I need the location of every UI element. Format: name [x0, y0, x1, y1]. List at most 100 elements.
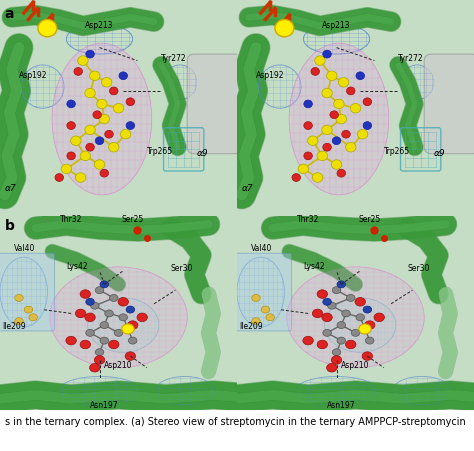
Circle shape — [337, 281, 346, 288]
Text: Trp265: Trp265 — [384, 147, 410, 156]
Circle shape — [322, 88, 332, 98]
Circle shape — [332, 287, 341, 294]
Circle shape — [95, 349, 104, 356]
Circle shape — [74, 68, 82, 75]
Text: Ser25: Ser25 — [122, 215, 144, 224]
Circle shape — [322, 313, 332, 322]
Circle shape — [90, 364, 100, 372]
Ellipse shape — [88, 298, 159, 352]
Circle shape — [128, 321, 138, 329]
Ellipse shape — [325, 298, 396, 352]
Circle shape — [113, 103, 124, 113]
FancyBboxPatch shape — [0, 253, 55, 331]
Text: Ile209: Ile209 — [239, 322, 263, 331]
Circle shape — [315, 56, 325, 65]
Circle shape — [303, 336, 313, 345]
Ellipse shape — [289, 43, 389, 195]
Circle shape — [71, 136, 81, 146]
Text: Asp192: Asp192 — [19, 71, 47, 80]
Circle shape — [356, 314, 365, 321]
Circle shape — [15, 318, 23, 325]
Text: Asp213: Asp213 — [322, 21, 351, 30]
Circle shape — [362, 352, 373, 360]
Circle shape — [337, 337, 346, 344]
Circle shape — [119, 72, 128, 80]
Text: Thr32: Thr32 — [60, 215, 82, 224]
Circle shape — [75, 309, 86, 318]
Circle shape — [137, 313, 147, 322]
Circle shape — [118, 298, 128, 306]
Circle shape — [304, 122, 312, 129]
Circle shape — [252, 295, 260, 301]
Circle shape — [317, 290, 328, 298]
Text: Tyr272: Tyr272 — [161, 54, 187, 63]
Circle shape — [328, 302, 336, 309]
Circle shape — [100, 337, 109, 344]
Circle shape — [114, 329, 123, 336]
Circle shape — [90, 71, 100, 81]
Text: Ile209: Ile209 — [2, 322, 26, 331]
Circle shape — [100, 281, 109, 288]
Circle shape — [327, 71, 337, 81]
Circle shape — [334, 99, 344, 109]
Circle shape — [323, 329, 331, 336]
Circle shape — [38, 19, 57, 37]
Circle shape — [66, 336, 76, 345]
Circle shape — [61, 164, 72, 174]
Text: Ser25: Ser25 — [359, 215, 381, 224]
Circle shape — [67, 122, 75, 129]
Circle shape — [363, 122, 372, 129]
Circle shape — [122, 324, 134, 334]
Text: Thr32: Thr32 — [297, 215, 319, 224]
Text: α7: α7 — [242, 184, 254, 193]
Circle shape — [91, 302, 99, 309]
Text: Asp210: Asp210 — [341, 361, 370, 370]
Circle shape — [86, 298, 94, 305]
Circle shape — [266, 314, 274, 321]
Circle shape — [93, 111, 101, 119]
Circle shape — [75, 173, 86, 182]
FancyBboxPatch shape — [187, 54, 242, 154]
Circle shape — [336, 114, 346, 124]
Circle shape — [337, 322, 346, 329]
Circle shape — [304, 100, 312, 108]
Circle shape — [109, 143, 119, 152]
Text: s in the ternary complex. (a) Stereo view of streptomycin in the ternary AMPPCP-: s in the ternary complex. (a) Stereo vie… — [5, 417, 465, 427]
Text: Asn197: Asn197 — [90, 401, 118, 410]
Circle shape — [365, 321, 375, 329]
Circle shape — [346, 87, 355, 95]
Circle shape — [95, 287, 104, 294]
Circle shape — [351, 329, 360, 336]
Circle shape — [331, 160, 342, 169]
Circle shape — [337, 169, 346, 177]
Circle shape — [357, 129, 368, 139]
Circle shape — [312, 309, 323, 318]
Circle shape — [261, 306, 270, 313]
FancyBboxPatch shape — [235, 253, 292, 331]
Circle shape — [86, 329, 94, 336]
FancyBboxPatch shape — [237, 216, 474, 410]
Circle shape — [346, 295, 355, 301]
Circle shape — [100, 169, 109, 177]
Ellipse shape — [287, 267, 424, 368]
Text: a: a — [5, 7, 14, 21]
Text: α7: α7 — [5, 184, 17, 193]
Circle shape — [85, 313, 95, 322]
Circle shape — [94, 356, 105, 364]
FancyBboxPatch shape — [0, 216, 237, 410]
Circle shape — [86, 143, 94, 151]
Text: Val40: Val40 — [251, 244, 273, 253]
Circle shape — [105, 310, 113, 317]
Circle shape — [323, 143, 331, 151]
Circle shape — [359, 324, 371, 334]
Text: Ser30: Ser30 — [171, 264, 193, 273]
Text: Lys42: Lys42 — [303, 262, 325, 271]
Circle shape — [374, 313, 384, 322]
Circle shape — [85, 88, 95, 98]
Circle shape — [323, 50, 331, 58]
Circle shape — [85, 125, 95, 135]
Circle shape — [304, 152, 312, 160]
Circle shape — [78, 56, 88, 65]
Text: Val40: Val40 — [14, 244, 36, 253]
Circle shape — [15, 295, 23, 301]
